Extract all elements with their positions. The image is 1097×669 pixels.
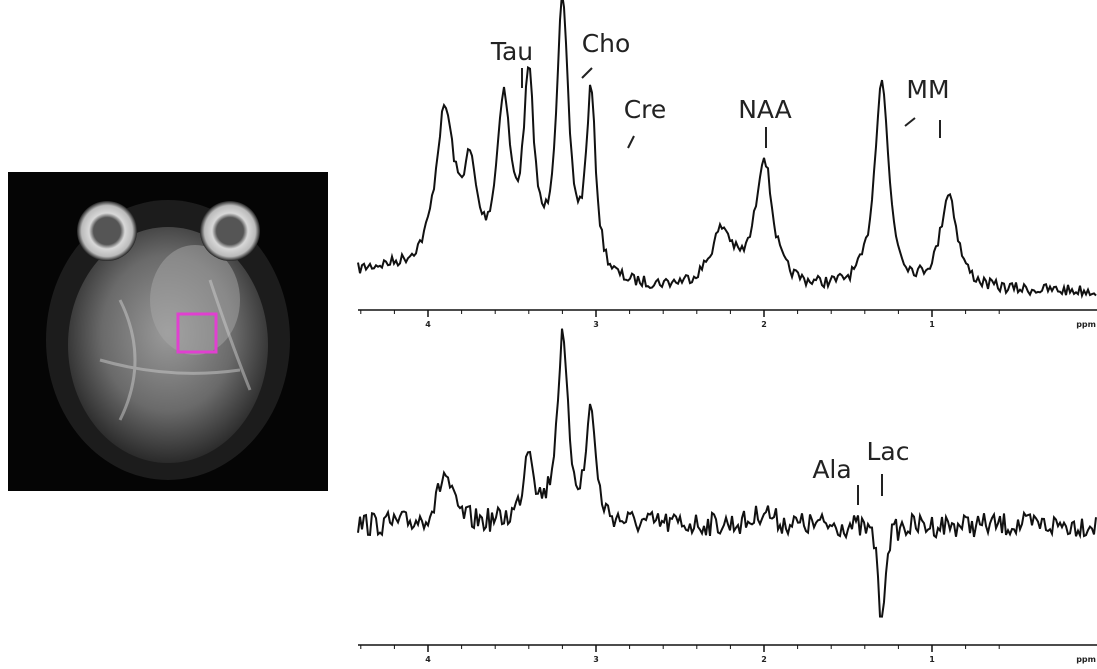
- axis-tick-label: 3: [593, 320, 599, 329]
- peak-label: Cre: [624, 95, 667, 124]
- spectrum: [357, 328, 1097, 618]
- peak-label: NAA: [738, 95, 792, 124]
- peak-label: Tau: [490, 37, 533, 66]
- axis-tick-label: 4: [425, 320, 431, 329]
- peak-label: Ala: [812, 455, 851, 484]
- mri-image: [8, 172, 328, 491]
- axis-tick-label: 2: [761, 655, 767, 664]
- axis-tick-label: 2: [761, 320, 767, 329]
- peak-marker: [581, 67, 593, 79]
- axis-tick-label: 4: [425, 655, 431, 664]
- axis-tick-label: 1: [929, 655, 935, 664]
- axis-tick-label: 1: [929, 320, 935, 329]
- peak-marker: [627, 135, 635, 149]
- peak-marker: [904, 117, 916, 127]
- spectrum: [357, 0, 1097, 299]
- voxel: [176, 312, 218, 354]
- peak-label: MM: [906, 75, 949, 104]
- axis-tick-label: 3: [593, 655, 599, 664]
- axis-unit: ppm: [1076, 320, 1096, 329]
- axis-unit: ppm: [1076, 655, 1096, 664]
- peak-label: Cho: [582, 29, 631, 58]
- peak-label: Lac: [867, 437, 910, 466]
